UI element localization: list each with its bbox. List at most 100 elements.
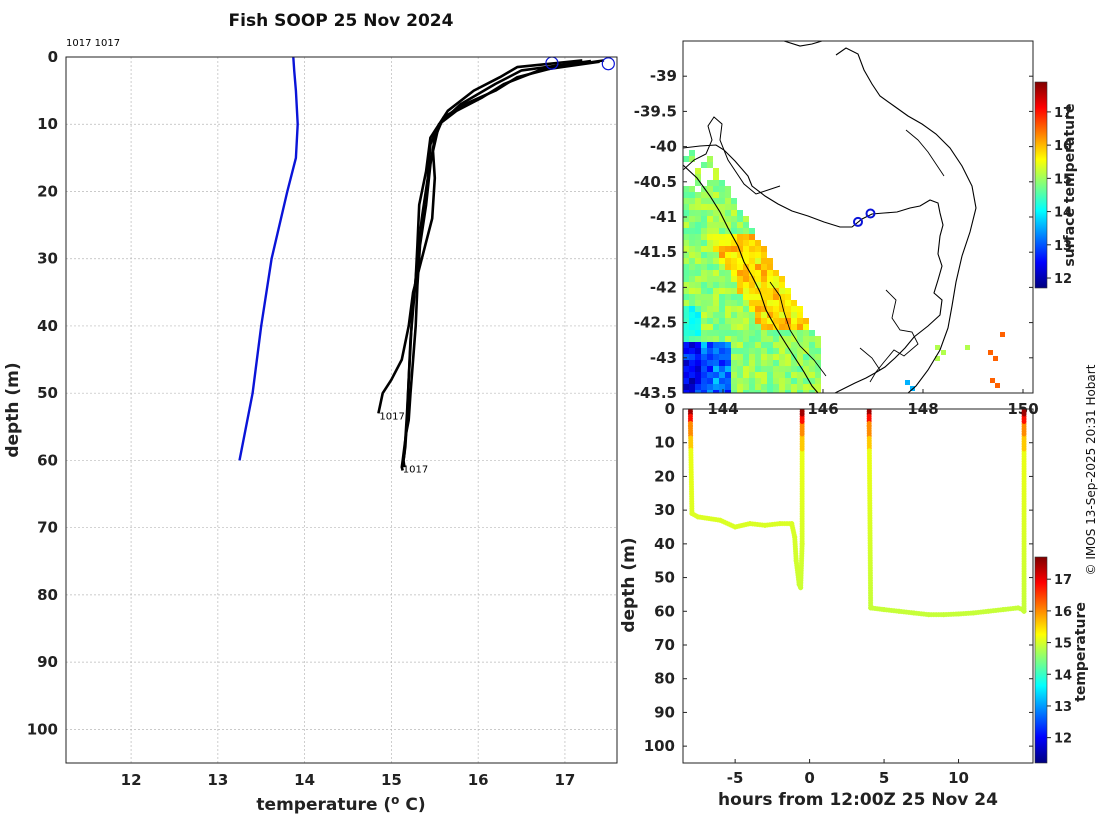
sst-cell (965, 345, 970, 350)
sst-cell (683, 354, 689, 360)
sst-cell (731, 246, 737, 252)
sst-cell (725, 360, 731, 366)
sst-cell (695, 360, 701, 366)
sst-cell (689, 384, 695, 390)
sst-cell (743, 246, 749, 252)
sst-cell (755, 324, 761, 330)
sst-cell (737, 276, 743, 282)
ts-track-points (687, 409, 1027, 618)
sst-cell (815, 342, 821, 348)
sst-cell (683, 366, 689, 372)
sst-cell (809, 378, 815, 384)
sst-cell (785, 372, 791, 378)
ts-ytick-label: 100 (644, 737, 675, 755)
sst-cell (731, 384, 737, 390)
sst-cell (713, 348, 719, 354)
sst-cell (755, 258, 761, 264)
sst-cell (725, 198, 731, 204)
profile-ytick-label: 80 (37, 586, 58, 604)
sst-cell (689, 354, 695, 360)
sst-cell (755, 240, 761, 246)
sst-cell (719, 204, 725, 210)
sst-cell (695, 372, 701, 378)
sst-cell (749, 312, 755, 318)
sst-cell (761, 324, 767, 330)
profile-series-1 (400, 59, 605, 471)
sst-cell (990, 378, 995, 383)
sst-cell (809, 348, 815, 354)
ts-xtick-label: 5 (879, 769, 889, 787)
profile-x-axis-label: temperature (o C) (256, 793, 425, 815)
sst-cell (695, 168, 701, 174)
sst-cell (695, 228, 701, 234)
sst-cell (731, 234, 737, 240)
sst-cell (767, 324, 773, 330)
sst-cell (701, 324, 707, 330)
sst-cell (755, 360, 761, 366)
sst-cell (743, 252, 749, 258)
sst-cell (707, 288, 713, 294)
sst-cell (755, 312, 761, 318)
sst-cell (713, 168, 719, 174)
sst-cell (755, 276, 761, 282)
sst-cell (713, 246, 719, 252)
sst-cell (701, 228, 707, 234)
sst-cell (683, 324, 689, 330)
sst-cell (695, 330, 701, 336)
sst-cell (683, 156, 689, 162)
sst-cell (725, 186, 731, 192)
sst-cell (797, 378, 803, 384)
sst-cell (689, 348, 695, 354)
sst-cell (988, 350, 993, 355)
map-colorbar-ticks: 12 13 14 15 16 17 (1047, 106, 1072, 287)
sst-cell (713, 210, 719, 216)
sst-cell (713, 240, 719, 246)
sst-cell (701, 318, 707, 324)
sst-cell (683, 378, 689, 384)
sst-cell (743, 240, 749, 246)
sst-cell (725, 390, 731, 393)
sst-cell (695, 198, 701, 204)
sst-cell (743, 258, 749, 264)
sst-cell (719, 390, 725, 393)
sst-cell (779, 282, 785, 288)
sst-cell (779, 306, 785, 312)
sst-cell (755, 366, 761, 372)
sst-cell (749, 234, 755, 240)
sst-cell (707, 294, 713, 300)
sst-cell (797, 330, 803, 336)
sst-cell (683, 222, 689, 228)
sst-cell (815, 360, 821, 366)
ts-ytick-label: 90 (654, 703, 675, 721)
sst-cell (797, 306, 803, 312)
sst-cell (749, 324, 755, 330)
sst-cell (695, 174, 701, 180)
sst-cell (755, 330, 761, 336)
sst-cell (737, 384, 743, 390)
sst-cell (707, 162, 713, 168)
sst-cell (701, 336, 707, 342)
sst-cell (791, 342, 797, 348)
sst-cell (773, 366, 779, 372)
sst-cell (689, 192, 695, 198)
sst-cell (719, 360, 725, 366)
sst-cell (689, 390, 695, 393)
sst-cell (737, 282, 743, 288)
sst-cell (689, 222, 695, 228)
sst-cell (707, 270, 713, 276)
sst-cell (701, 252, 707, 258)
sst-cell (731, 204, 737, 210)
sst-cell (785, 318, 791, 324)
profile-xtick-label: 15 (381, 771, 402, 789)
sst-cell (791, 378, 797, 384)
profile-id-label: 1017 (403, 464, 428, 475)
ts-colorbar (1034, 556, 1048, 764)
sst-cell (791, 390, 797, 393)
sst-cell (695, 270, 701, 276)
sst-cell (797, 354, 803, 360)
sst-cell (707, 204, 713, 210)
sst-cell (803, 354, 809, 360)
sst-cell (935, 356, 940, 361)
sst-cell (755, 378, 761, 384)
sst-cell (767, 282, 773, 288)
